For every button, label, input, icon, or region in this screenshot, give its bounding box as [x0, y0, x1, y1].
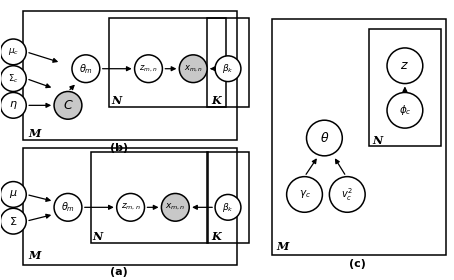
Circle shape [0, 39, 26, 65]
Text: $\theta_m$: $\theta_m$ [79, 62, 93, 76]
Text: M: M [28, 250, 40, 261]
Circle shape [134, 55, 163, 83]
Text: $\Sigma$: $\Sigma$ [9, 215, 18, 227]
Text: M: M [276, 241, 289, 253]
Text: $v_c^2$: $v_c^2$ [341, 186, 353, 203]
Text: $\mu_c$: $\mu_c$ [8, 46, 19, 57]
Bar [109, 18, 226, 107]
Circle shape [0, 66, 26, 92]
Text: (a): (a) [110, 267, 128, 277]
Text: K: K [211, 95, 221, 106]
Circle shape [215, 56, 241, 81]
Circle shape [387, 92, 423, 128]
Circle shape [286, 177, 322, 212]
Text: $\theta_m$: $\theta_m$ [61, 200, 75, 214]
Text: $x_{m,n}$: $x_{m,n}$ [183, 64, 203, 74]
Text: $\beta_k$: $\beta_k$ [222, 62, 234, 75]
Bar [272, 19, 446, 255]
Bar [91, 152, 208, 243]
Text: $\phi_c$: $\phi_c$ [399, 103, 411, 117]
Circle shape [72, 55, 100, 83]
Text: $z_{m,n}$: $z_{m,n}$ [121, 202, 140, 213]
Text: K: K [211, 230, 221, 242]
Circle shape [179, 55, 207, 83]
Text: $\eta$: $\eta$ [9, 99, 18, 111]
Bar [207, 152, 249, 243]
Text: $\theta$: $\theta$ [320, 131, 329, 145]
Circle shape [162, 193, 189, 221]
Circle shape [0, 92, 26, 118]
Text: N: N [112, 95, 122, 106]
Text: $\gamma_c$: $\gamma_c$ [299, 188, 311, 200]
Text: $\beta_k$: $\beta_k$ [222, 201, 234, 214]
Text: $\mu$: $\mu$ [9, 188, 18, 200]
Text: $C$: $C$ [63, 99, 74, 112]
Text: $z_{m,n}$: $z_{m,n}$ [139, 64, 158, 74]
Circle shape [54, 193, 82, 221]
Circle shape [306, 120, 342, 156]
Circle shape [387, 48, 423, 83]
Text: M: M [28, 128, 40, 139]
Circle shape [54, 92, 82, 119]
Text: $\Sigma_c$: $\Sigma_c$ [8, 72, 19, 85]
Bar [23, 11, 237, 140]
Text: N: N [93, 230, 103, 242]
Circle shape [215, 194, 241, 220]
Text: N: N [372, 134, 382, 146]
Text: $x_{m,n}$: $x_{m,n}$ [165, 202, 186, 213]
Text: (c): (c) [349, 259, 365, 269]
Circle shape [0, 182, 26, 207]
Circle shape [0, 208, 26, 234]
Bar [23, 148, 237, 265]
Circle shape [329, 177, 365, 212]
Bar [207, 18, 249, 107]
Bar [369, 29, 441, 146]
Text: $z$: $z$ [400, 59, 410, 72]
Circle shape [117, 193, 144, 221]
Text: (b): (b) [109, 143, 128, 153]
